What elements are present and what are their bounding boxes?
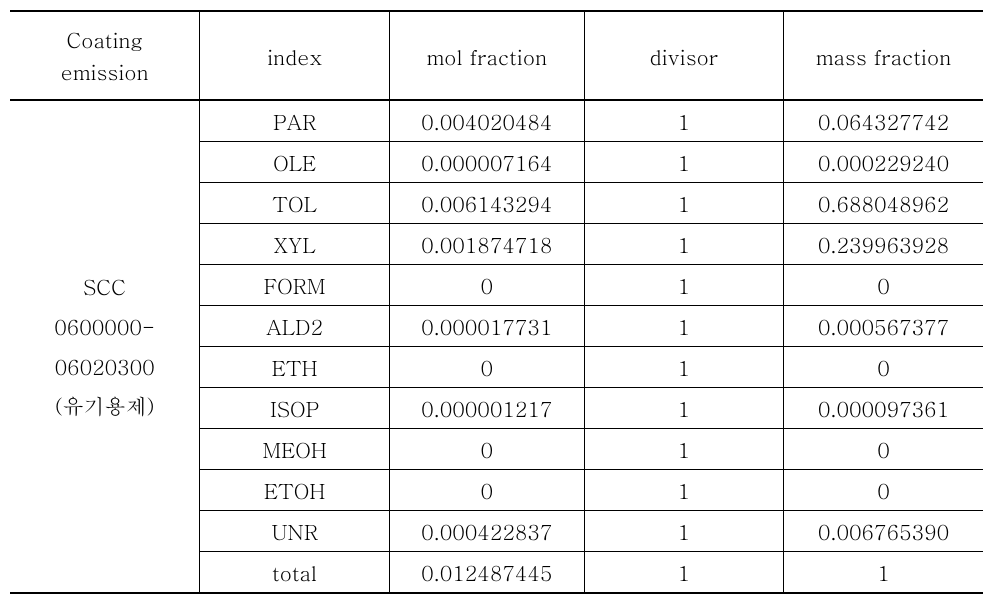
emission-table-container: Coating emission index mol fraction divi… bbox=[10, 10, 983, 594]
cell-index: OLE bbox=[200, 142, 390, 183]
cell-mol: 0 bbox=[389, 470, 584, 511]
cell-mol: 0 bbox=[389, 347, 584, 388]
cell-mol: 0.000001217 bbox=[389, 388, 584, 429]
cell-div: 1 bbox=[584, 347, 783, 388]
cell-mol: 0 bbox=[389, 429, 584, 470]
cell-div: 1 bbox=[584, 306, 783, 347]
cell-index: TOL bbox=[200, 183, 390, 224]
cell-mass: 0.688048962 bbox=[784, 183, 983, 224]
cell-mol: 0 bbox=[389, 265, 584, 306]
header-coating-line1: Coating bbox=[66, 24, 142, 54]
row-header-line3: 06020300 bbox=[55, 351, 155, 381]
header-mass-fraction: mass fraction bbox=[784, 11, 983, 100]
header-mol-fraction: mol fraction bbox=[389, 11, 584, 100]
cell-div: 1 bbox=[584, 100, 783, 142]
cell-div: 1 bbox=[584, 552, 783, 594]
cell-index: ALD2 bbox=[200, 306, 390, 347]
cell-index: PAR bbox=[200, 100, 390, 142]
cell-mass: 0.239963928 bbox=[784, 224, 983, 265]
cell-index: ETOH bbox=[200, 470, 390, 511]
cell-mol: 0.000017731 bbox=[389, 306, 584, 347]
cell-mol: 0.012487445 bbox=[389, 552, 584, 594]
cell-index: UNR bbox=[200, 511, 390, 552]
cell-mol: 0.004020484 bbox=[389, 100, 584, 142]
cell-div: 1 bbox=[584, 511, 783, 552]
table-row: SCC 0600000- 06020300 (유기용제) PAR 0.00402… bbox=[10, 100, 983, 142]
cell-index: FORM bbox=[200, 265, 390, 306]
cell-index: total bbox=[200, 552, 390, 594]
header-index: index bbox=[200, 11, 390, 100]
cell-mol: 0.000007164 bbox=[389, 142, 584, 183]
cell-index: XYL bbox=[200, 224, 390, 265]
row-header-line4: (유기용제) bbox=[55, 390, 155, 420]
row-header-line2: 0600000- bbox=[54, 311, 155, 341]
cell-mass: 0 bbox=[784, 265, 983, 306]
header-divisor: divisor bbox=[584, 11, 783, 100]
cell-mass: 1 bbox=[784, 552, 983, 594]
row-header-scc: SCC 0600000- 06020300 (유기용제) bbox=[10, 100, 200, 593]
emission-table: Coating emission index mol fraction divi… bbox=[10, 10, 983, 594]
cell-div: 1 bbox=[584, 470, 783, 511]
header-row: Coating emission index mol fraction divi… bbox=[10, 11, 983, 100]
cell-div: 1 bbox=[584, 183, 783, 224]
cell-index: MEOH bbox=[200, 429, 390, 470]
cell-mass: 0 bbox=[784, 429, 983, 470]
cell-div: 1 bbox=[584, 429, 783, 470]
cell-div: 1 bbox=[584, 265, 783, 306]
cell-mass: 0.064327742 bbox=[784, 100, 983, 142]
cell-div: 1 bbox=[584, 142, 783, 183]
header-coating-line2: emission bbox=[61, 56, 149, 86]
cell-mol: 0.006143294 bbox=[389, 183, 584, 224]
cell-div: 1 bbox=[584, 388, 783, 429]
cell-mol: 0.001874718 bbox=[389, 224, 584, 265]
cell-div: 1 bbox=[584, 224, 783, 265]
cell-mass: 0.000097361 bbox=[784, 388, 983, 429]
row-header-line1: SCC bbox=[83, 271, 126, 301]
cell-mass: 0 bbox=[784, 470, 983, 511]
cell-mass: 0.000229240 bbox=[784, 142, 983, 183]
cell-mass: 0 bbox=[784, 347, 983, 388]
cell-mass: 0.000567377 bbox=[784, 306, 983, 347]
cell-mol: 0.000422837 bbox=[389, 511, 584, 552]
cell-index: ETH bbox=[200, 347, 390, 388]
header-coating-emission: Coating emission bbox=[10, 11, 200, 100]
cell-index: ISOP bbox=[200, 388, 390, 429]
cell-mass: 0.006765390 bbox=[784, 511, 983, 552]
